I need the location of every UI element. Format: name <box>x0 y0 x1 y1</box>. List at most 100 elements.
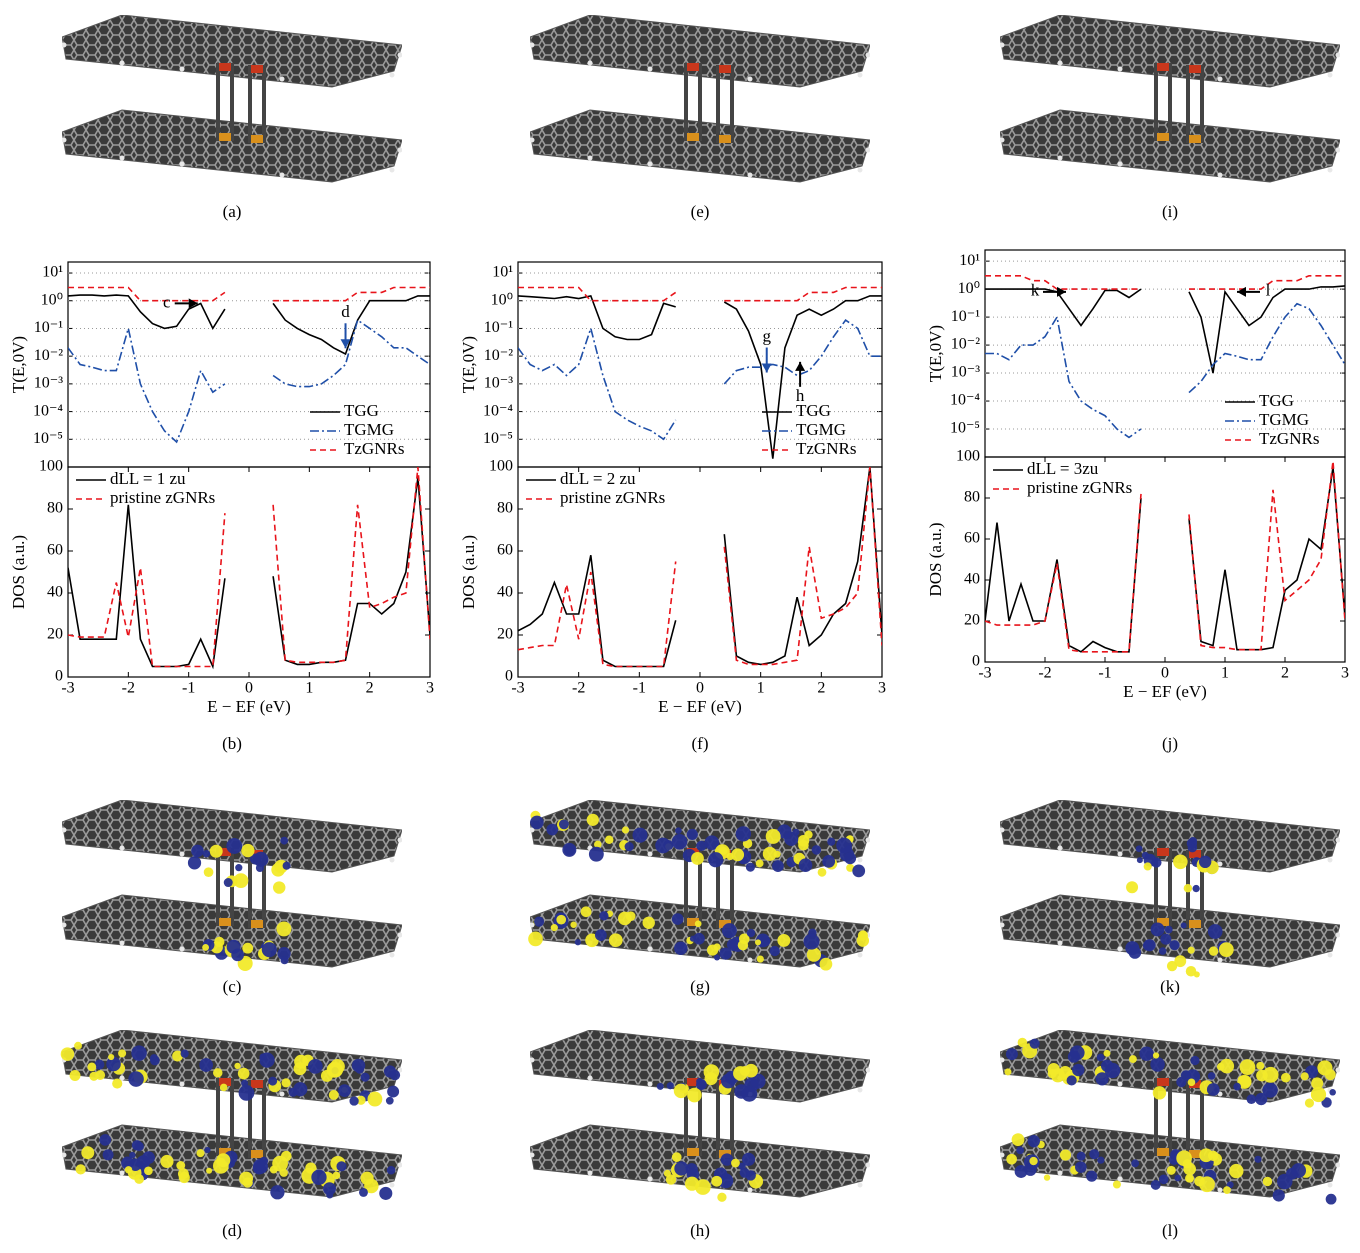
orbital-lobe <box>268 1077 277 1086</box>
orbital-lobe <box>1174 955 1186 967</box>
orbital-lobe <box>605 836 614 845</box>
orbital-lobe <box>827 838 835 846</box>
y-axis-label: T(E,0V) <box>459 336 478 393</box>
orbital-lobe <box>559 819 569 829</box>
orbital-lobe <box>204 867 214 877</box>
molecule <box>530 1030 871 1197</box>
orbital-lobe <box>294 1062 307 1075</box>
orbital-lobe <box>1089 1149 1099 1159</box>
y-axis-label: T(E,0V) <box>926 325 945 382</box>
x-tick-label: -3 <box>511 680 524 697</box>
orbital-lobe <box>134 1174 144 1184</box>
panel-label: (j) <box>1162 734 1178 753</box>
orbital-lobe <box>1326 1194 1337 1205</box>
orbital-lobe <box>1173 855 1188 870</box>
orbital-lobe <box>352 1059 365 1072</box>
orbital-lobe <box>714 943 721 950</box>
orbital-lobe <box>191 845 204 858</box>
orbital-lobe <box>675 827 682 834</box>
orbital-lobe <box>643 917 655 929</box>
panel-label: (d) <box>222 1221 242 1240</box>
orbital-lobe <box>1015 1165 1028 1178</box>
orbital-lobe <box>103 1149 114 1160</box>
orbital-lobe <box>311 1170 326 1185</box>
orbital-lobe <box>690 936 696 942</box>
y-tick-label: 60 <box>47 542 63 559</box>
orbital-lobe <box>708 852 723 867</box>
orbital-lobe <box>238 1068 250 1080</box>
orbital-lobe <box>76 1164 86 1174</box>
orbital-lobe <box>657 1083 664 1090</box>
y-axis-label: DOS (a.u.) <box>9 535 28 609</box>
orbital-lobe <box>691 852 704 865</box>
molecule <box>62 15 403 182</box>
orbital-lobe <box>1240 1059 1256 1075</box>
legend-label: TzGNRs <box>1259 429 1319 448</box>
panel-label: (a) <box>223 202 242 221</box>
x-axis-label: E − EF (eV) <box>207 697 291 716</box>
x-tick-label: 2 <box>817 680 825 697</box>
orbital-lobe <box>1159 1175 1169 1185</box>
orbital-lobe <box>696 841 706 851</box>
orbital-lobe <box>321 1070 333 1082</box>
orbital-lobe <box>1113 1180 1121 1188</box>
legend-label: TzGNRs <box>796 439 856 458</box>
orbital-lobe <box>199 1058 213 1072</box>
orbital-lobe <box>241 1080 248 1087</box>
x-tick-label: 0 <box>245 680 253 697</box>
orbital-lobe <box>1006 1154 1017 1165</box>
x-tick-label: 3 <box>426 680 434 697</box>
orbital-lobe <box>361 1073 370 1082</box>
orbital-lobe <box>755 939 761 945</box>
y-tick-label: 100 <box>956 448 980 465</box>
y-tick-label: 40 <box>47 584 63 601</box>
orbital-lobe <box>742 1153 755 1166</box>
orbital-lobe <box>556 915 566 925</box>
orbital-lobe <box>1305 1098 1314 1107</box>
orbital-lobe <box>744 1064 758 1078</box>
orbital-lobe <box>804 934 820 950</box>
orbital-lobe <box>1184 884 1192 892</box>
orbital-lobe <box>1181 1070 1191 1080</box>
orbital-lobe <box>664 1170 671 1177</box>
x-tick-label: 3 <box>878 680 886 697</box>
orbital-lobe <box>1263 1067 1279 1083</box>
orbital-lobe <box>1072 1064 1084 1076</box>
orbital-lobe <box>1151 1180 1161 1190</box>
orbital-lobe <box>1075 1161 1087 1173</box>
orbital-lobe <box>575 939 581 945</box>
legend-label: TGG <box>344 401 379 420</box>
orbital-lobe <box>1097 1054 1105 1062</box>
orbital-lobe <box>770 946 780 956</box>
orbital-lobe <box>1256 1062 1264 1070</box>
chart: 10⁻⁵10⁻⁴10⁻³10⁻²10⁻¹10⁰10¹T(E,0V)TGGTGMG… <box>926 250 1345 457</box>
orbital-lobe <box>632 828 647 843</box>
orbital-lobe <box>242 943 253 954</box>
y-tick-label: 10⁻¹ <box>951 308 980 325</box>
orbital-lobe <box>1139 1047 1153 1061</box>
orbital-lobe <box>1029 1157 1037 1165</box>
annotation: d <box>341 302 350 321</box>
y-tick-label: 10⁻³ <box>951 364 980 381</box>
orbital-lobe <box>125 1166 132 1173</box>
orbital-lobe <box>1208 924 1223 939</box>
orbital-lobe <box>256 864 264 872</box>
orbital-lobe <box>1281 1073 1291 1083</box>
orbital-lobe <box>196 1149 204 1157</box>
orbital-lobe <box>756 860 764 868</box>
orbital-lobe <box>570 922 576 928</box>
orbital-lobe <box>1189 837 1197 845</box>
orbital-lobe <box>280 837 288 845</box>
y-tick-label: 10⁰ <box>41 291 63 308</box>
orbital-lobe <box>1150 1057 1165 1072</box>
orbital-lobe <box>1028 1135 1040 1147</box>
orbital-lobe <box>1004 1068 1011 1075</box>
orbital-lobe <box>131 1045 147 1061</box>
orbital-lobe <box>181 1050 189 1058</box>
orbital-lobe <box>1129 1055 1137 1063</box>
orbital-lobe <box>216 1153 230 1167</box>
orbital-lobe <box>746 863 755 872</box>
orbital-lobe <box>235 864 242 871</box>
orbital-lobe <box>1018 1038 1027 1047</box>
panel-label: (k) <box>1160 977 1180 996</box>
